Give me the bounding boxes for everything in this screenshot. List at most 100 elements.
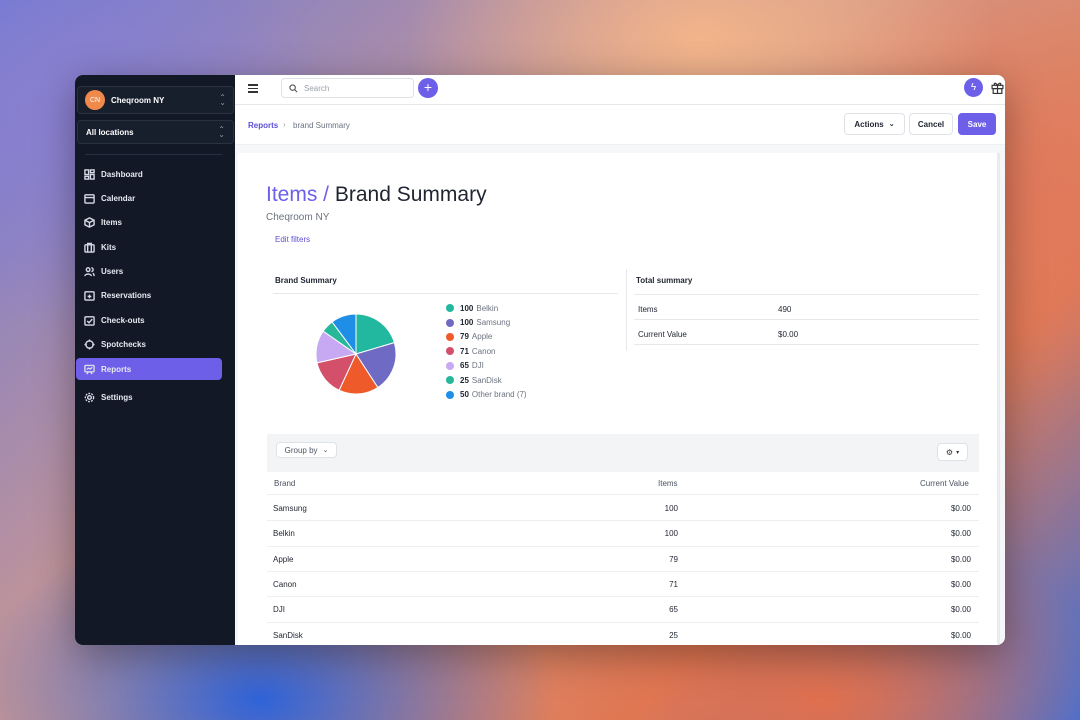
row-divider [267, 545, 979, 547]
actions-label: Actions [854, 119, 884, 129]
cell-items: 65 [669, 605, 678, 615]
dashboard-icon [84, 168, 95, 180]
legend-label: DJI [471, 361, 484, 371]
legend-swatch [446, 332, 454, 341]
chevron-down-icon: ⌄ [888, 121, 895, 128]
scrollbar[interactable] [997, 153, 1000, 645]
report-page: Items / Brand Summary Cheqroom NY Edit f… [238, 153, 1000, 645]
group-by-dropdown[interactable]: Group by ⌄ [276, 442, 337, 458]
sidebar-item-settings[interactable]: Settings [76, 387, 222, 409]
menu-icon[interactable] [248, 84, 258, 95]
cell-brand: SanDisk [273, 630, 303, 640]
breadcrumb-current: brand Summary [293, 121, 350, 130]
save-button[interactable]: Save [958, 113, 996, 135]
search-placeholder: Search [304, 83, 330, 93]
location-name: All locations [86, 127, 134, 137]
legend-swatch [446, 376, 454, 385]
sidebar-item-dashboard[interactable]: Dashboard [76, 163, 222, 185]
sidebar-item-label: Items [101, 218, 122, 228]
panel-divider [626, 269, 627, 351]
sidebar-item-label: Kits [101, 242, 117, 252]
sidebar-item-spotchecks[interactable]: Spotchecks [76, 334, 222, 356]
sidebar-item-label: Spotchecks [101, 340, 146, 350]
location-switcher[interactable]: All locations ⌃ ⌄ [77, 120, 234, 144]
legend-swatch [446, 318, 454, 327]
edit-filters-link[interactable]: Edit filters [275, 235, 311, 244]
search-input[interactable]: Search [281, 78, 414, 98]
legend-count: 100 [460, 303, 474, 313]
sidebar-item-label: Reservations [101, 291, 152, 301]
gift-icon[interactable] [991, 81, 1004, 94]
cell-current-value: $0.00 [950, 605, 971, 615]
cell-current-value: $0.00 [950, 579, 971, 589]
brand-pie-chart [315, 313, 397, 395]
legend-item[interactable]: 50 Other brand (7) [446, 387, 527, 401]
sidebar-item-kits[interactable]: Kits [76, 236, 222, 258]
users-icon [84, 267, 95, 277]
row-divider [267, 621, 979, 623]
page-subtitle: Cheqroom NY [266, 212, 330, 223]
legend-item[interactable]: 100 Belkin [446, 301, 527, 315]
chevron-updown-icon: ⌃ ⌄ [218, 125, 225, 139]
add-button[interactable]: + [418, 78, 438, 98]
cell-brand: Samsung [273, 504, 307, 513]
cell-brand: Belkin [273, 529, 295, 539]
title-items-link[interactable]: Items / [266, 183, 330, 206]
cell-current-value: $0.00 [950, 630, 971, 640]
kit-icon [84, 242, 95, 253]
sidebar-item-label: Dashboard [101, 169, 143, 179]
sidebar-item-users[interactable]: Users [76, 261, 222, 283]
legend-count: 50 [460, 390, 469, 400]
column-header-current-value[interactable]: Current Value [920, 479, 969, 488]
actions-button[interactable]: Actions ⌄ [844, 113, 905, 135]
sidebar-item-reports[interactable]: Reports [76, 358, 222, 381]
cancel-button[interactable]: Cancel [909, 113, 953, 135]
pie-legend: 100 Belkin 100 Samsung 79 Apple 71 Canon 65 DJI 25… [446, 301, 527, 402]
gear-icon [84, 392, 95, 403]
org-switcher[interactable]: CN Cheqroom NY ⌃ ⌄ [77, 86, 234, 114]
caret-down-icon: ▾ [956, 449, 960, 456]
breadcrumb-separator: › [283, 120, 286, 129]
cell-current-value: $0.00 [950, 504, 971, 513]
reservation-icon [84, 291, 95, 302]
table-settings-button[interactable]: ⚙ ▾ [937, 443, 968, 461]
pie-slice-samsung[interactable] [355, 341, 397, 389]
legend-count: 79 [460, 332, 469, 342]
legend-item[interactable]: 71 Canon [446, 344, 527, 358]
title-text: Brand Summary [334, 183, 487, 206]
legend-item[interactable]: 65 DJI [446, 359, 527, 373]
cell-brand: Apple [273, 554, 294, 564]
legend-count: 71 [460, 346, 469, 356]
pie-slice-other-brand-7[interactable] [331, 313, 357, 356]
legend-label: Canon [471, 346, 496, 356]
sidebar-nav: Dashboard Calendar Items Kits Users Rese… [75, 163, 235, 409]
column-header-items[interactable]: Items [658, 479, 678, 488]
sidebar-item-check-outs[interactable]: Check-outs [76, 309, 222, 331]
page-title: Items / Brand Summary [266, 183, 487, 207]
chevron-updown-icon: ⌃ ⌄ [219, 93, 226, 107]
legend-count: 25 [460, 375, 469, 385]
quick-actions-button[interactable]: ϟ [964, 78, 983, 97]
org-name: Cheqroom NY [111, 95, 165, 105]
legend-label: Apple [471, 332, 493, 342]
chevron-down-icon: ⌄ [322, 447, 329, 454]
table-toolbar: Group by ⌄ ⚙ ▾ [267, 434, 979, 472]
legend-item[interactable]: 79 Apple [446, 330, 527, 344]
cell-items: 100 [664, 529, 678, 539]
sidebar-item-items[interactable]: Items [76, 212, 222, 234]
sidebar-item-reservations[interactable]: Reservations [76, 285, 222, 307]
sidebar-item-label: Settings [101, 393, 133, 403]
breadcrumb-reports-link[interactable]: Reports [248, 121, 279, 130]
avatar: CN [85, 90, 105, 110]
cell-items: 79 [669, 554, 678, 564]
column-header-brand[interactable]: Brand [274, 479, 296, 488]
checkout-icon [84, 315, 95, 326]
sidebar-item-calendar[interactable]: Calendar [76, 187, 222, 209]
legend-item[interactable]: 25 SanDisk [446, 373, 527, 387]
brand-summary-title: Brand Summary [275, 276, 337, 285]
main-area: Search + ϟ Reports › brand Summary Actio… [235, 75, 1005, 645]
legend-item[interactable]: 100 Samsung [446, 315, 527, 329]
plus-icon: + [423, 79, 433, 95]
pie-slice-belkin[interactable] [355, 313, 395, 355]
bolt-icon: ϟ [970, 82, 977, 93]
